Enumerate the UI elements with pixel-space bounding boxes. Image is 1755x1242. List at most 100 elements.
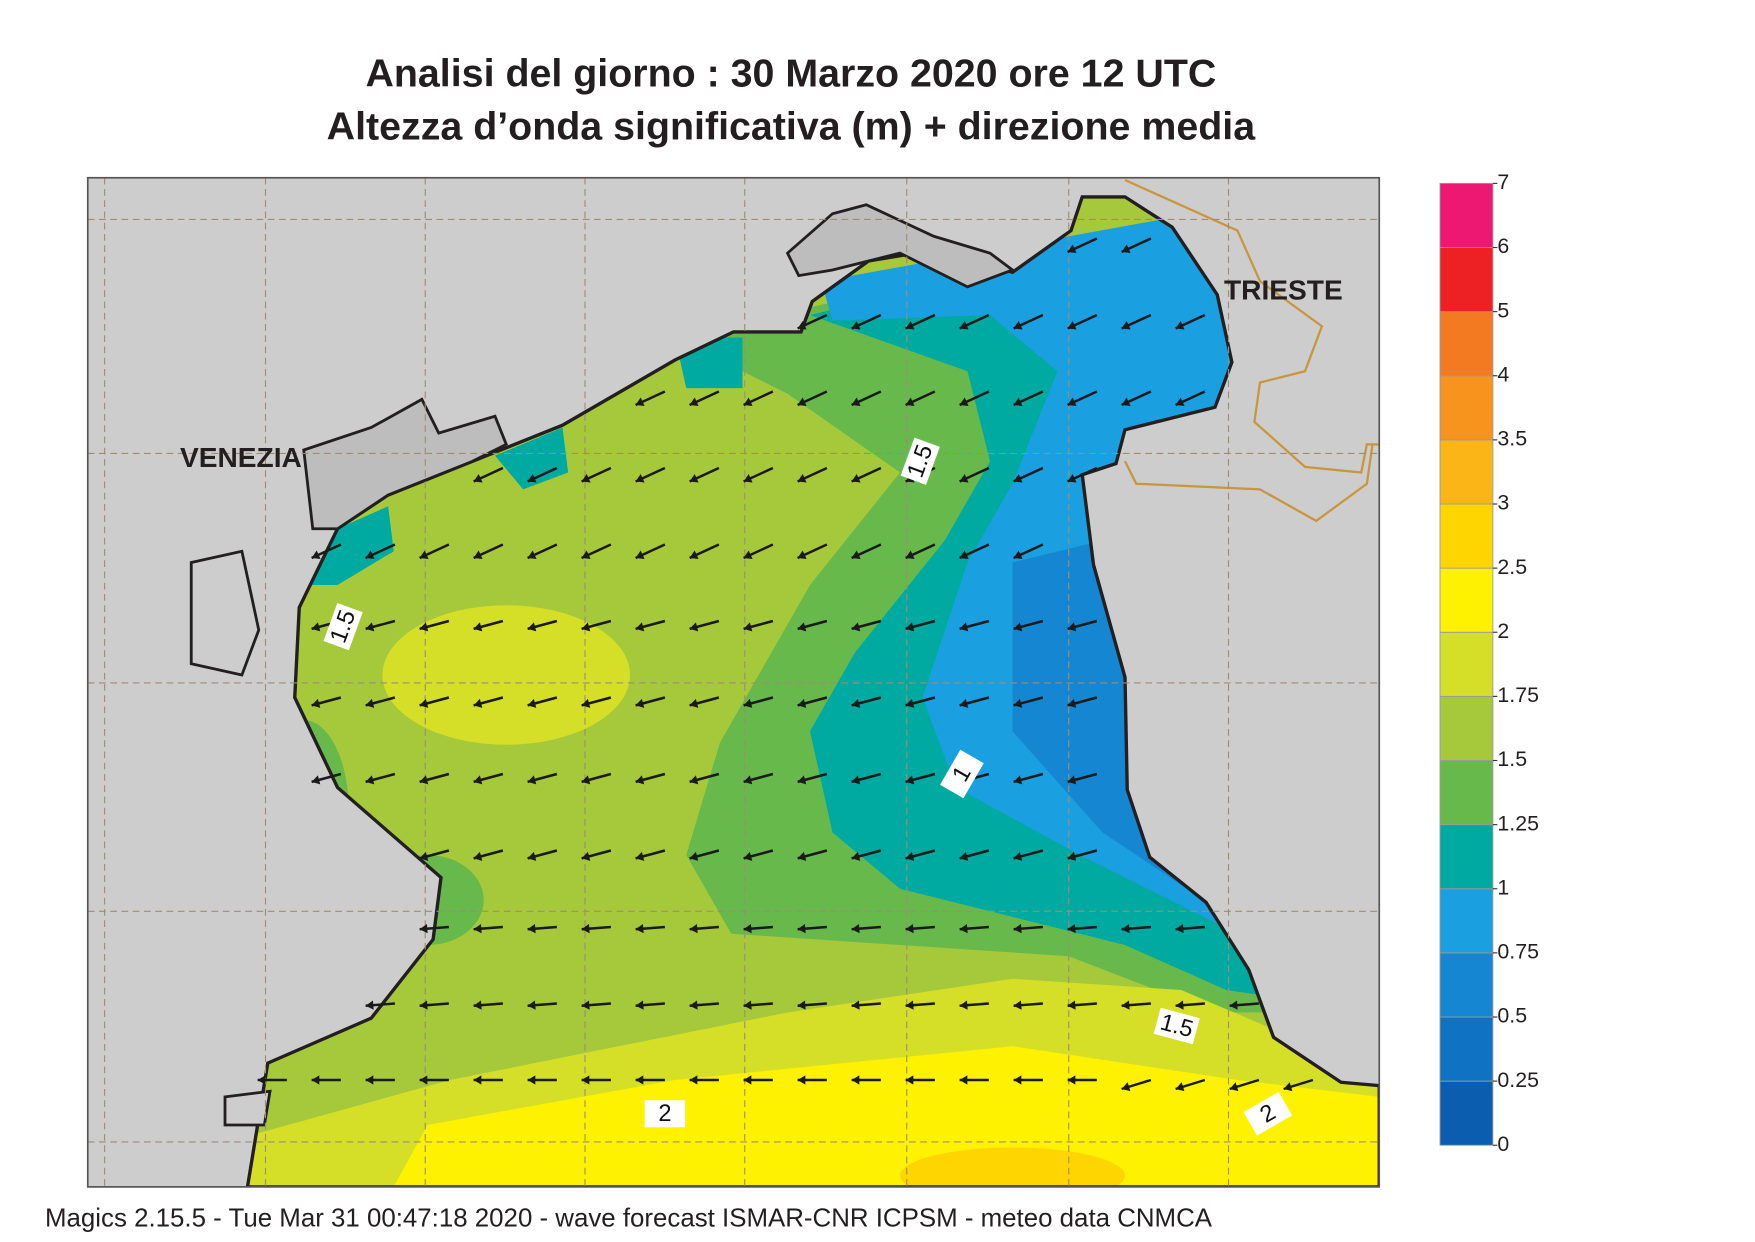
arrow-head: [905, 1000, 914, 1010]
colorbar-band: [1439, 695, 1494, 761]
colorbar: 0 0.25 0.5 0.75 1 1.25 1.5 1.75 2 2.5 3 3.5 4 5 6 7: [1439, 170, 1539, 1156]
arrow-head: [419, 924, 428, 934]
arrow-head: [797, 1000, 806, 1010]
band-1-75: [382, 605, 630, 745]
arrow-head: [473, 1075, 482, 1085]
arrow-head: [1121, 1082, 1131, 1092]
colorbar-band: [1439, 760, 1494, 826]
arrow-head: [743, 622, 753, 632]
arrow-head: [689, 474, 699, 483]
arrow-head: [851, 1075, 860, 1085]
arrow-head: [851, 622, 861, 632]
grid-line: [87, 177, 1380, 1187]
arrow-head: [851, 851, 861, 861]
arrow-head: [1067, 321, 1077, 330]
arrow-head: [635, 622, 645, 632]
arrow-head: [851, 397, 861, 406]
arrow-head: [1013, 397, 1023, 406]
arrow-head: [635, 698, 645, 708]
arrow-head: [797, 924, 806, 934]
venezia-lagoon: [302, 397, 509, 531]
contour-labels: 1.51.511.52 2: [323, 437, 1293, 1136]
contour-label: 2: [644, 1100, 686, 1128]
arrow-head: [419, 1075, 428, 1085]
arrow-head: [365, 1000, 374, 1010]
arrow-head: [1175, 1000, 1184, 1010]
arrow-head: [797, 321, 807, 330]
arrow-head: [1067, 474, 1077, 483]
colorbar-label: 0.25: [1497, 1068, 1539, 1092]
map: [87, 177, 1380, 1187]
colorbar-band: [1439, 375, 1494, 441]
arrow-head: [419, 698, 429, 708]
arrow-head: [1067, 1000, 1076, 1010]
arrow-head: [851, 550, 861, 559]
arrow-head: [1013, 851, 1023, 861]
arrow-head: [1175, 1082, 1185, 1092]
contour-label-bg: [1243, 1091, 1293, 1136]
arrow-head: [473, 622, 483, 632]
arrow-head: [959, 924, 968, 934]
arrow-head: [419, 851, 429, 861]
arrow-head: [959, 851, 969, 861]
colorbar-band: [1439, 888, 1494, 954]
lagoon: [189, 549, 272, 1127]
arrow-head: [743, 851, 753, 861]
arrow-head: [635, 397, 645, 406]
arrow-head: [797, 550, 807, 559]
colorbar-label: 4: [1497, 362, 1509, 386]
arrow-head: [1067, 775, 1077, 785]
arrow-head: [1283, 1082, 1293, 1092]
arrow-head: [851, 924, 860, 934]
colorbar-band: [1439, 182, 1494, 248]
arrow-head: [797, 851, 807, 861]
arrow-head: [581, 924, 590, 934]
arrow-head: [527, 851, 537, 861]
arrow-head: [851, 321, 861, 330]
arrow-head: [635, 851, 645, 861]
arrow-head: [1121, 321, 1131, 330]
arrow-head: [1013, 924, 1022, 934]
arrow-head: [905, 924, 914, 934]
colorbar-label: 2: [1497, 619, 1509, 643]
arrow-head: [851, 474, 861, 483]
colorbar-band: [1439, 567, 1494, 633]
arrow-head: [311, 775, 321, 785]
arrow-head: [797, 622, 807, 632]
arrow-head: [311, 698, 321, 708]
place-label: VENEZIA: [180, 442, 302, 473]
arrow-head: [1229, 1000, 1238, 1010]
direction-arrows: [257, 237, 1314, 1092]
arrow-head: [365, 698, 375, 708]
arrow-head: [527, 924, 536, 934]
arrow-head: [473, 851, 483, 861]
arrow-head: [527, 775, 537, 785]
arrow-head: [473, 775, 483, 785]
arrow-head: [959, 1000, 968, 1010]
arrow-head: [1175, 924, 1184, 934]
arrow-head: [905, 851, 915, 861]
colorbar-band: [1439, 631, 1494, 697]
arrow-head: [581, 698, 591, 708]
colorbar-label: 0.75: [1497, 940, 1539, 964]
coast-island: [785, 203, 1016, 289]
colorbar-label: 0: [1497, 1132, 1509, 1156]
arrow-head: [527, 1000, 536, 1010]
arrow-head: [905, 321, 915, 330]
arrow-head: [743, 924, 752, 934]
arrow-head: [581, 775, 591, 785]
arrow-head: [365, 622, 375, 632]
colorbar-label: 3.5: [1497, 427, 1527, 451]
arrow-head: [743, 698, 753, 708]
arrow-head: [1067, 622, 1077, 632]
arrow-head: [1067, 924, 1076, 934]
place-label: TRIESTE: [1224, 274, 1343, 305]
arrow-head: [581, 851, 591, 861]
arrow-head: [797, 775, 807, 785]
arrow-head: [689, 1000, 698, 1010]
arrow-head: [1229, 1082, 1239, 1092]
arrow-head: [743, 1000, 752, 1010]
arrow-head: [311, 622, 321, 632]
arrow-head: [1121, 1000, 1130, 1010]
arrow-head: [689, 924, 698, 934]
